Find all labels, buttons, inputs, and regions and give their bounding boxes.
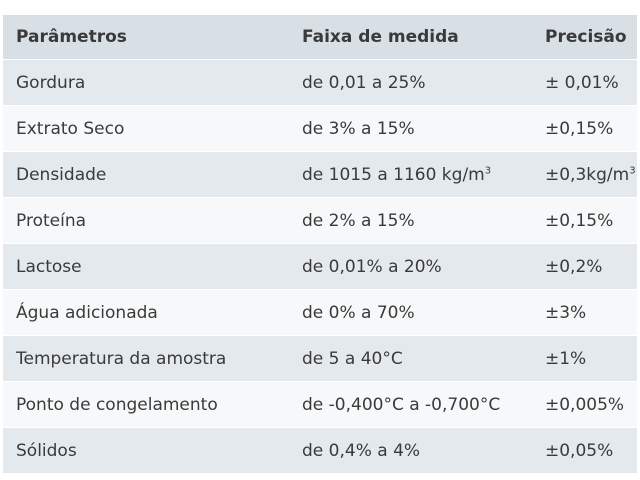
cell-range: de 2% a 15% (289, 198, 532, 244)
cell-precision: ±0,005% (532, 382, 637, 428)
cell-precision: ±1% (532, 336, 637, 382)
cell-range: de -0,400°C a -0,700°C (289, 382, 532, 428)
range-text: de 0% a 70% (302, 302, 415, 323)
header-precisao: Precisão (545, 27, 627, 47)
cell-precision: ±0,05% (532, 428, 637, 474)
precision-text: ±0,2% (545, 256, 603, 277)
cell-range: de 5 a 40°C (289, 336, 532, 382)
cell-range: de 3% a 15% (289, 106, 532, 152)
parameters-table-container: Parâmetros Faixa de medida Precisão Gord… (3, 15, 637, 473)
table-row: Ponto de congelamento de -0,400°C a -0,7… (3, 381, 637, 428)
cell-precision: ±0,15% (532, 106, 637, 152)
table-row: Sólidos de 0,4% a 4% ±0,05% (3, 427, 637, 474)
cell-precision: ±0,15% (532, 198, 637, 244)
range-text: de 2% a 15% (302, 210, 415, 231)
precision-text: ±0,15% (545, 210, 614, 231)
precision-text: ±0,3kg/m (545, 164, 630, 185)
range-text: de 0,4% a 4% (302, 440, 421, 461)
cell-precision: ±0,2% (532, 244, 637, 290)
cell-range: de 0,4% a 4% (289, 428, 532, 474)
range-text: de 3% a 15% (302, 118, 415, 139)
precision-text: ±3% (545, 302, 587, 323)
cell-precision: ± 0,01% (532, 60, 637, 106)
precision-text: ±0,05% (545, 440, 614, 461)
table-row: Temperatura da amostra de 5 a 40°C ±1% (3, 335, 637, 382)
cell-range: de 0,01% a 20% (289, 244, 532, 290)
cell-range: de 1015 a 1160 kg/m3 (289, 152, 532, 198)
cell-precision: ±0,3kg/m3 (532, 152, 637, 198)
table-row: Lactose de 0,01% a 20% ±0,2% (3, 243, 637, 290)
cell-parameter: Temperatura da amostra (16, 348, 227, 369)
precision-superscript: 3 (629, 164, 636, 176)
cell-parameter: Lactose (16, 256, 82, 277)
parameters-table: Parâmetros Faixa de medida Precisão Gord… (3, 15, 637, 473)
cell-parameter: Densidade (16, 164, 107, 185)
table-row: Água adicionada de 0% a 70% ±3% (3, 289, 637, 336)
table-header-row: Parâmetros Faixa de medida Precisão (3, 15, 637, 60)
table-row: Densidade de 1015 a 1160 kg/m3 ±0,3kg/m3 (3, 151, 637, 198)
range-text: de 1015 a 1160 kg/m (302, 164, 485, 185)
precision-text: ±0,005% (545, 394, 625, 415)
table-row: Proteína de 2% a 15% ±0,15% (3, 197, 637, 244)
precision-text: ± 0,01% (545, 72, 619, 93)
cell-precision: ±3% (532, 290, 637, 336)
range-text: de -0,400°C a -0,700°C (302, 394, 501, 415)
cell-parameter: Extrato Seco (16, 118, 125, 139)
range-superscript: 3 (484, 164, 492, 176)
cell-range: de 0% a 70% (289, 290, 532, 336)
cell-parameter: Sólidos (16, 440, 77, 461)
cell-parameter: Proteína (16, 210, 87, 231)
range-text: de 0,01% a 20% (302, 256, 442, 277)
cell-range: de 0,01 a 25% (289, 60, 532, 106)
table-row: Gordura de 0,01 a 25% ± 0,01% (3, 59, 637, 106)
header-parametros: Parâmetros (16, 27, 127, 47)
cell-parameter: Água adicionada (16, 302, 158, 323)
range-text: de 5 a 40°C (302, 348, 403, 369)
precision-text: ±1% (545, 348, 587, 369)
header-faixa-de-medida: Faixa de medida (302, 27, 459, 47)
cell-parameter: Ponto de congelamento (16, 394, 218, 415)
table-row: Extrato Seco de 3% a 15% ±0,15% (3, 105, 637, 152)
range-text: de 0,01 a 25% (302, 72, 426, 93)
precision-text: ±0,15% (545, 118, 614, 139)
cell-parameter: Gordura (16, 72, 86, 93)
